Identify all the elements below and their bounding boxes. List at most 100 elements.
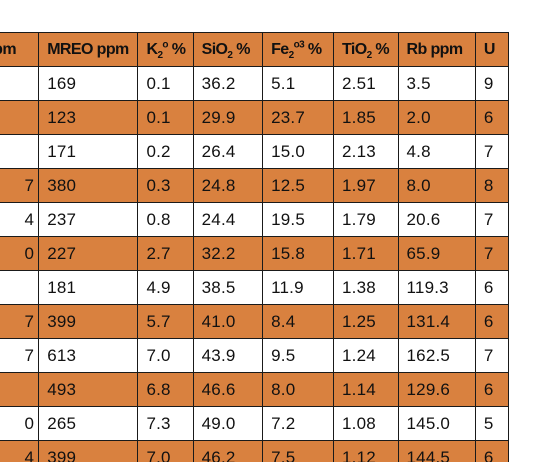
table-cell: 0.8: [137, 202, 194, 237]
table-row: 0 265 7.3 49.0 7.2 1.08 145.0 5: [0, 406, 510, 441]
table-cell: 32.2: [192, 236, 264, 271]
table-row: 169 0.1 36.2 5.1 2.51 3.5 9: [0, 66, 510, 101]
table-cell: 6.8: [137, 372, 194, 407]
header-cell: MREO ppm: [38, 32, 139, 67]
table-cell: 4: [0, 440, 40, 462]
table-cell: 20.6: [397, 202, 476, 237]
table-row: 7 613 7.0 43.9 9.5 1.24 162.5 7: [0, 338, 510, 373]
table-cell: 1.08: [333, 406, 399, 441]
geochemistry-table: ppm MREO ppm K2o % SiO2 % Fe2o3 % TiO2 %…: [0, 32, 510, 462]
table-cell: 6: [474, 440, 510, 462]
table-cell: 1.12: [333, 440, 399, 462]
table-cell: 15.0: [262, 134, 335, 169]
table-cell: 24.8: [192, 168, 264, 203]
table-cell: 5.1: [262, 66, 335, 101]
table-cell: 129.6: [397, 372, 476, 407]
table-cell: 6: [474, 270, 510, 305]
table-cell: 169: [38, 66, 139, 101]
header-cell: SiO2 %: [192, 32, 264, 67]
table-cell: 7.2: [262, 406, 335, 441]
table-cell: 227: [38, 236, 139, 271]
table-cell: 119.3: [397, 270, 476, 305]
table-cell: [0, 134, 40, 169]
table-cell: 493: [38, 372, 139, 407]
table-cell: 1.14: [333, 372, 399, 407]
table-cell: 0.1: [137, 66, 194, 101]
table-cell: [0, 66, 40, 101]
header-cell: Rb ppm: [397, 32, 476, 67]
table-cell: 1.38: [333, 270, 399, 305]
table-cell: 6: [474, 100, 510, 135]
table-cell: 11.9: [262, 270, 335, 305]
table-cell: 4: [0, 202, 40, 237]
table-cell: 43.9: [192, 338, 264, 373]
table-cell: 46.2: [192, 440, 264, 462]
header-cell: Fe2o3 %: [262, 32, 335, 67]
table-cell: 15.8: [262, 236, 335, 271]
table-cell: 0.1: [137, 100, 194, 135]
table-cell: 2.51: [333, 66, 399, 101]
table-row: 493 6.8 46.6 8.0 1.14 129.6 6: [0, 372, 510, 407]
table-cell: 7.3: [137, 406, 194, 441]
table-cell: 6: [474, 304, 510, 339]
table-row: 7 380 0.3 24.8 12.5 1.97 8.0 8: [0, 168, 510, 203]
table-cell: 7: [0, 168, 40, 203]
table-cell: 0: [0, 406, 40, 441]
table-cell: 49.0: [192, 406, 264, 441]
table-cell: 5.7: [137, 304, 194, 339]
table-cell: 1.71: [333, 236, 399, 271]
table-row: 4 399 7.0 46.2 7.5 1.12 144.5 6: [0, 440, 510, 462]
table-cell: 4.9: [137, 270, 194, 305]
table-cell: 23.7: [262, 100, 335, 135]
table-cell: 41.0: [192, 304, 264, 339]
table-cell: 1.24: [333, 338, 399, 373]
table-cell: 26.4: [192, 134, 264, 169]
table-cell: 7: [474, 134, 510, 169]
table-cell: 0: [0, 236, 40, 271]
table-cell: 8.0: [397, 168, 476, 203]
table-cell: 1.97: [333, 168, 399, 203]
table-cell: 24.4: [192, 202, 264, 237]
table-row: 4 237 0.8 24.4 19.5 1.79 20.6 7: [0, 202, 510, 237]
table-cell: 12.5: [262, 168, 335, 203]
table-row: 123 0.1 29.9 23.7 1.85 2.0 6: [0, 100, 510, 135]
table-cell: 2.7: [137, 236, 194, 271]
table-cell: 1.25: [333, 304, 399, 339]
table-cell: 265: [38, 406, 139, 441]
table-cell: 4.8: [397, 134, 476, 169]
table-cell: 7: [474, 236, 510, 271]
table-cell: 19.5: [262, 202, 335, 237]
table-cell: 131.4: [397, 304, 476, 339]
table-cell: 162.5: [397, 338, 476, 373]
table-row: 171 0.2 26.4 15.0 2.13 4.8 7: [0, 134, 510, 169]
table-cell: 8: [474, 168, 510, 203]
table-cell: 7: [474, 202, 510, 237]
table-cell: [0, 100, 40, 135]
table-cell: 1.85: [333, 100, 399, 135]
table-cell: 5: [474, 406, 510, 441]
table-cell: 0.3: [137, 168, 194, 203]
table-cell: 7.5: [262, 440, 335, 462]
table-cell: 9.5: [262, 338, 335, 373]
table-row: 0 227 2.7 32.2 15.8 1.71 65.9 7: [0, 236, 510, 271]
table-cell: 38.5: [192, 270, 264, 305]
table-cell: 399: [38, 304, 139, 339]
table-cell: 171: [38, 134, 139, 169]
table-cell: 3.5: [397, 66, 476, 101]
header-cell: K2o %: [137, 32, 194, 67]
table-cell: 399: [38, 440, 139, 462]
table-cell: 380: [38, 168, 139, 203]
table-cell: 2.13: [333, 134, 399, 169]
table-header-row: ppm MREO ppm K2o % SiO2 % Fe2o3 % TiO2 %…: [0, 32, 510, 67]
table-cell: 1.79: [333, 202, 399, 237]
header-cell: ppm: [0, 32, 40, 67]
table-row: 181 4.9 38.5 11.9 1.38 119.3 6: [0, 270, 510, 305]
table-cell: 237: [38, 202, 139, 237]
table-row: 7 399 5.7 41.0 8.4 1.25 131.4 6: [0, 304, 510, 339]
table-cell: 7.0: [137, 440, 194, 462]
table-cell: 181: [38, 270, 139, 305]
table-cell: 7: [0, 338, 40, 373]
table-cell: 7.0: [137, 338, 194, 373]
table-cell: 145.0: [397, 406, 476, 441]
